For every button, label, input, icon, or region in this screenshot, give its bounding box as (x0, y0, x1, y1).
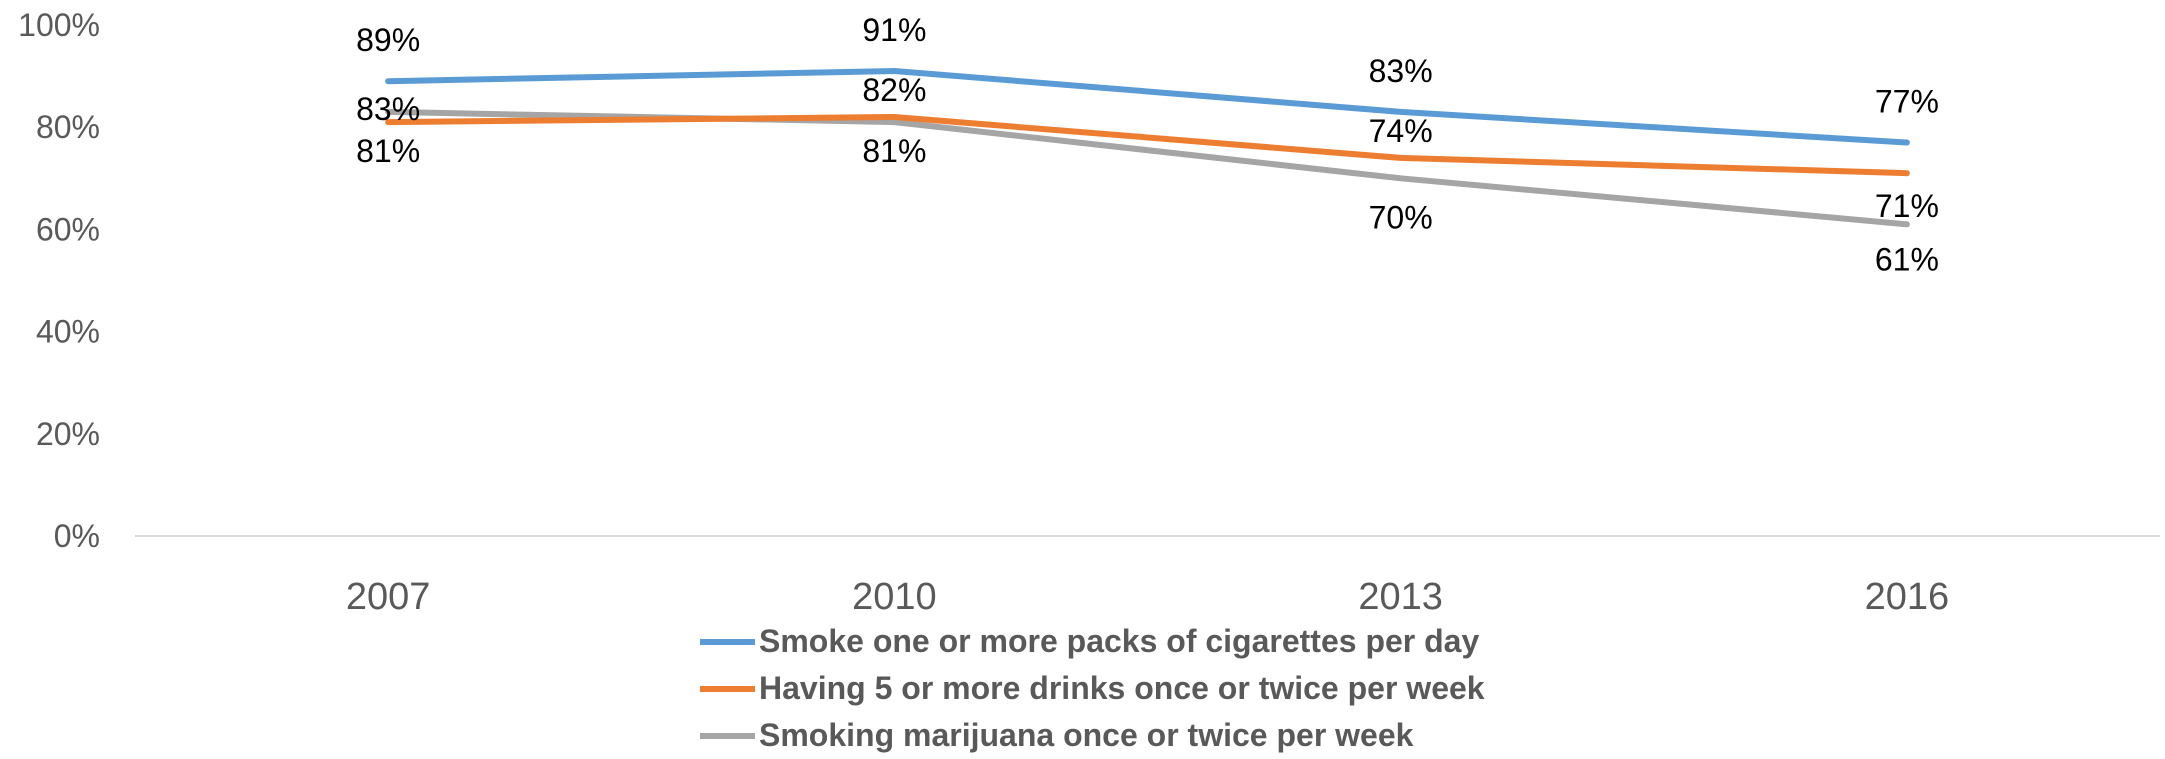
y-axis: 0% 20% 40% 60% 80% 100% (18, 7, 100, 554)
data-labels: 89% 91% 83% 77% 81% 82% 74% 71% 83% 81% 70% 61% (356, 12, 1939, 277)
y-tick-label: 80% (36, 109, 100, 145)
data-label: 71% (1875, 188, 1939, 224)
legend-item-cigarettes: Smoke one or more packs of cigarettes pe… (700, 618, 1485, 665)
data-label: 81% (356, 133, 420, 169)
line-chart: 0% 20% 40% 60% 80% 100% 2007 2010 2013 2016 89% 9… (18, 7, 2160, 610)
legend-item-drinks: Having 5 or more drinks once or twice pe… (700, 665, 1485, 712)
y-tick-label: 20% (36, 416, 100, 452)
data-label: 83% (356, 91, 420, 127)
legend-swatch-cigarettes (700, 638, 755, 645)
data-label: 89% (356, 22, 420, 58)
legend-swatch-marijuana (700, 732, 755, 739)
legend: Smoke one or more packs of cigarettes pe… (700, 618, 1485, 759)
data-label: 70% (1369, 199, 1433, 235)
legend-swatch-drinks (700, 685, 755, 692)
data-label: 77% (1875, 84, 1939, 120)
x-tick-label: 2007 (346, 576, 431, 610)
data-label: 61% (1875, 241, 1939, 277)
legend-item-marijuana: Smoking marijuana once or twice per week (700, 712, 1485, 759)
series-lines (385, 68, 1910, 228)
data-label: 91% (862, 12, 926, 48)
x-axis: 2007 2010 2013 2016 (346, 576, 1949, 610)
y-tick-label: 40% (36, 314, 100, 350)
data-label: 74% (1369, 113, 1433, 149)
data-label: 82% (862, 72, 926, 108)
legend-label-drinks: Having 5 or more drinks once or twice pe… (759, 670, 1485, 706)
data-label: 83% (1369, 53, 1433, 89)
series-line-drinks (385, 114, 1910, 177)
legend-label-marijuana: Smoking marijuana once or twice per week (759, 717, 1414, 753)
x-tick-label: 2016 (1865, 576, 1950, 610)
y-tick-label: 100% (18, 7, 100, 43)
x-tick-label: 2013 (1358, 576, 1443, 610)
data-label: 81% (862, 133, 926, 169)
y-tick-label: 0% (54, 518, 100, 554)
x-tick-label: 2010 (852, 576, 937, 610)
legend-label-cigarettes: Smoke one or more packs of cigarettes pe… (759, 623, 1480, 659)
y-tick-label: 60% (36, 211, 100, 247)
series-line-cigarettes (385, 68, 1910, 146)
